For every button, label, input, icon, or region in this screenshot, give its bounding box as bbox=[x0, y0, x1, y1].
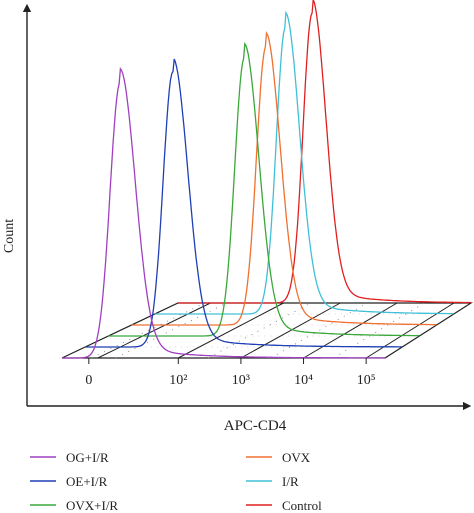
floor-decade-line bbox=[365, 302, 455, 359]
legend-label: OVX bbox=[282, 450, 311, 465]
series-line-i-r bbox=[154, 10, 454, 315]
histogram-curves bbox=[62, 0, 472, 359]
floor-decade-line bbox=[240, 302, 341, 359]
y-axis-label: Count bbox=[2, 219, 17, 253]
legend-label: I/R bbox=[282, 474, 299, 489]
legend-label: OG+I/R bbox=[66, 450, 109, 465]
legend-label: Control bbox=[282, 498, 322, 513]
floor-decade-line bbox=[303, 302, 398, 359]
x-tick-labels: 0 10² 10³ 10⁴ 10⁵ bbox=[85, 358, 376, 388]
perspective-floor bbox=[61, 302, 474, 359]
series-line-ovx-i-r bbox=[108, 41, 420, 337]
series-line-control bbox=[178, 0, 472, 304]
legend-label: OVX+I/R bbox=[66, 498, 118, 513]
x-tick-label: 0 bbox=[85, 373, 92, 388]
floor-dot-line bbox=[91, 302, 205, 359]
series-line-oe-i-r bbox=[85, 58, 403, 348]
x-axis-label: APC-CD4 bbox=[224, 418, 287, 434]
x-tick-label: 10³ bbox=[232, 373, 250, 388]
floor-dot-line bbox=[115, 302, 227, 359]
floor-decade-line bbox=[178, 302, 284, 359]
legend: OG+I/R OVX OE+I/R I/R OVX+I/R Control bbox=[30, 450, 322, 513]
x-tick-label: 10⁴ bbox=[294, 373, 313, 388]
x-tick-label: 10² bbox=[169, 373, 187, 388]
series-line-og-i-r bbox=[62, 66, 385, 359]
x-tick-label: 10⁵ bbox=[357, 373, 376, 388]
series-line-ovx bbox=[131, 30, 437, 326]
axes bbox=[22, 3, 472, 411]
legend-label: OE+I/R bbox=[66, 474, 108, 489]
